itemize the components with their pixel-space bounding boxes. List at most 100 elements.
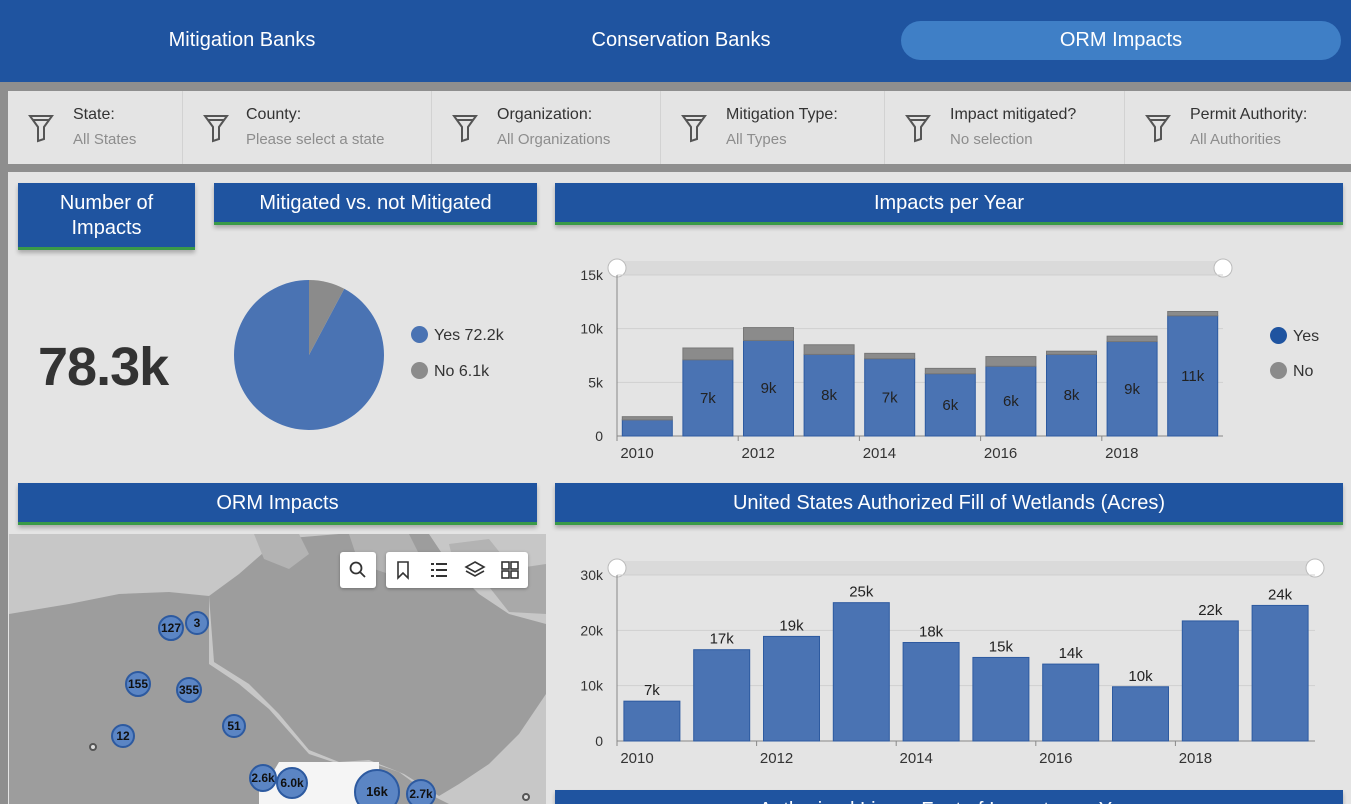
filter-value: Please select a state [246, 131, 385, 148]
range-slider-track[interactable] [617, 561, 1315, 575]
authorized-fill-chart: 0 10k 20k 30k 7k 17k 19k 25k 18k 15k 14k 10k 22k 24k 2… [580, 558, 1325, 767]
map-cluster[interactable]: 2.7k [406, 779, 436, 804]
bar-no[interactable] [985, 356, 1037, 367]
filter-value: No selection [950, 131, 1033, 148]
impacts-per-year-header: Impacts per Year [555, 183, 1343, 225]
map-cluster[interactable]: 127 [158, 615, 184, 641]
bookmark-icon[interactable] [392, 559, 414, 581]
bar-yes[interactable] [621, 419, 673, 437]
bar-no[interactable] [1106, 335, 1158, 343]
bar-yes[interactable] [924, 373, 976, 437]
range-slider-handle[interactable] [607, 258, 627, 278]
bar-yes[interactable] [1046, 353, 1097, 437]
bar-no[interactable] [621, 416, 673, 421]
map-point[interactable] [522, 793, 530, 801]
x-tick-label: 2016 [1039, 750, 1072, 767]
y-tick-label: 0 [595, 428, 603, 444]
map-cluster[interactable]: 6.0k [276, 767, 308, 799]
bar-no[interactable] [1167, 310, 1219, 317]
x-tick-label: 2018 [1105, 445, 1138, 462]
bar[interactable] [623, 700, 681, 742]
filter-mitigation-type[interactable]: Mitigation Type: All Types [661, 91, 885, 164]
filter-organization[interactable]: Organization: All Organizations [432, 91, 661, 164]
search-icon [349, 561, 366, 578]
map-cluster[interactable]: 2.6k [249, 764, 277, 792]
chart1-legend-yes[interactable]: Yes [1270, 327, 1319, 346]
map-point[interactable] [89, 743, 97, 751]
top-navigation: Mitigation Banks Conservation Banks ORM … [0, 0, 1351, 82]
pie-legend-no[interactable]: No 6.1k [411, 362, 489, 381]
range-slider-handle[interactable] [607, 558, 627, 578]
bar-yes[interactable] [985, 365, 1037, 437]
bar-value-label: 6k [1003, 393, 1019, 410]
y-tick-label: 30k [580, 567, 604, 583]
bar[interactable] [693, 649, 751, 742]
bar-no[interactable] [1046, 350, 1097, 355]
legend-list-icon[interactable] [428, 559, 450, 581]
tab-conservation-banks[interactable]: Conservation Banks [591, 29, 771, 51]
filter-state[interactable]: State: All States [8, 91, 183, 164]
map-cluster[interactable]: 3 [185, 611, 209, 635]
y-tick-label: 0 [595, 733, 603, 749]
range-slider-handle[interactable] [1305, 558, 1325, 578]
pie-slice-no[interactable] [309, 280, 345, 355]
map-cluster[interactable]: 51 [222, 714, 246, 738]
bar-no[interactable] [864, 352, 916, 360]
filter-label: State: [73, 106, 115, 123]
legend-label-no: No 6.1k [434, 363, 490, 380]
y-tick-label: 15k [580, 267, 604, 283]
range-slider-handle[interactable] [1213, 258, 1233, 278]
bar[interactable] [832, 602, 890, 742]
bar-value-label: 10k [1128, 668, 1153, 685]
tab-mitigation-banks[interactable]: Mitigation Banks [168, 29, 316, 51]
bar-yes[interactable] [1167, 315, 1219, 437]
map-cluster[interactable]: 12 [111, 724, 135, 748]
x-tick-label: 2010 [620, 445, 653, 462]
number-of-impacts-value: 78.3k [38, 337, 169, 397]
filter-bar: State: All States County: Please select … [8, 91, 1351, 164]
pie-slice-yes[interactable] [234, 280, 384, 430]
chart1-legend-no[interactable]: No [1270, 362, 1313, 381]
pie-legend-yes[interactable]: Yes 72.2k [411, 326, 504, 345]
filter-value: All Types [726, 131, 787, 148]
bar[interactable] [1042, 663, 1100, 742]
bar-yes[interactable] [864, 358, 916, 437]
bar[interactable] [763, 635, 820, 742]
filter-county[interactable]: County: Please select a state [183, 91, 432, 164]
bar-value-label: 7k [644, 682, 660, 699]
filter-label: Organization: [497, 106, 593, 123]
bar[interactable] [1181, 620, 1239, 742]
bar[interactable] [1112, 686, 1169, 742]
map-cluster[interactable]: 155 [125, 671, 151, 697]
filter-value: All Authorities [1190, 131, 1281, 148]
orm-impacts-map[interactable]: 127 3 155 355 51 12 2.6k 6.0k 16k 2.7k [9, 534, 546, 804]
impacts-per-year-chart: 0 5k 10k 15k 7k 9k 8k 7k 6k 6k 8k 9k 11k 2010 2012 2014… [580, 258, 1233, 462]
bar-no[interactable] [924, 367, 976, 375]
layers-icon[interactable] [464, 559, 486, 581]
bar-no[interactable] [803, 344, 855, 355]
filter-impact-mitigated[interactable]: Impact mitigated? No selection [885, 91, 1125, 164]
bar-no[interactable] [743, 327, 794, 341]
filter-value: All Organizations [497, 131, 611, 148]
map-cluster[interactable]: 16k [354, 769, 400, 804]
linear-feet-header: Authorized Linear Feet of Impacts per Ye… [555, 790, 1343, 804]
range-slider-track[interactable] [617, 261, 1223, 275]
bar[interactable] [972, 656, 1030, 742]
legend-swatch-yes [1270, 327, 1287, 344]
bar[interactable] [902, 642, 960, 742]
number-title-line2: Impacts [71, 217, 142, 239]
y-tick-label: 5k [588, 374, 604, 390]
pie-chart [234, 280, 384, 430]
bar-value-label: 8k [1064, 387, 1080, 404]
bar[interactable] [1251, 604, 1309, 742]
bar-value-label: 7k [882, 389, 898, 406]
bar-yes[interactable] [1106, 341, 1158, 437]
bar-value-label: 25k [849, 584, 874, 601]
map-cluster[interactable]: 355 [176, 677, 202, 703]
basemap-gallery-icon[interactable] [499, 559, 521, 581]
y-tick-label: 20k [580, 622, 604, 638]
map-search-tool[interactable] [340, 552, 376, 588]
bar-no[interactable] [682, 347, 734, 361]
filter-permit-authority[interactable]: Permit Authority: All Authorities [1125, 91, 1351, 164]
tab-orm-impacts[interactable]: ORM Impacts [901, 21, 1341, 60]
